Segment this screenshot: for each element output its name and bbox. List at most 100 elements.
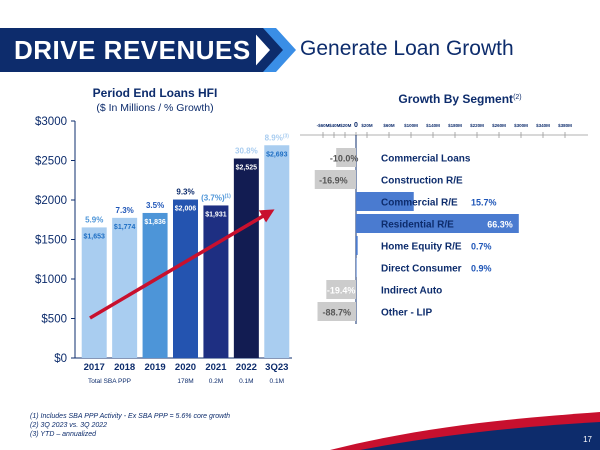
segment-label: Direct Consumer — [381, 264, 462, 275]
segment-pct-label: 66.3% — [487, 220, 513, 230]
bar-value-label: $1,836 — [144, 219, 166, 226]
segment-bar — [356, 192, 414, 211]
trend-arrow — [89, 209, 275, 320]
x-tick-label: -$40M — [328, 123, 341, 128]
segment-bar — [336, 148, 356, 167]
segment-bar — [314, 170, 356, 189]
growth-label-sup: (1) — [225, 193, 231, 199]
y-tick-label: $3000 — [35, 116, 67, 128]
y-tick-label: $500 — [41, 314, 67, 326]
x-tick-label: $100M — [404, 123, 418, 128]
growth-label: 3.5% — [146, 201, 164, 210]
x-tick-label: 0 — [354, 122, 358, 129]
bar — [173, 199, 198, 358]
y-tick-label: $1500 — [35, 235, 67, 247]
x-tick-label: $260M — [492, 123, 506, 128]
segment-label: Other - LIP — [381, 308, 432, 319]
segment-pct-label: -88.7% — [322, 308, 351, 318]
x-tick-label: $220M — [470, 123, 484, 128]
growth-label: 8.9%(3) — [265, 133, 290, 142]
growth-label: 30.8% — [235, 147, 258, 156]
x-tick-label: -$20M — [339, 123, 352, 128]
chevron-dark — [250, 28, 288, 72]
footer-swoosh-navy — [360, 422, 600, 450]
left-chart-title: Period End Loans HFI — [93, 86, 218, 100]
x-tick-label: 2017 — [84, 362, 105, 373]
page-number: 17 — [583, 435, 592, 444]
left-chart-subtitle: ($ In Millions / % Growth) — [96, 102, 213, 114]
sba-ppp-label: Total SBA PPP — [88, 378, 131, 385]
segment-pct-label: -10.0% — [330, 154, 359, 164]
segment-pct-label: -16.9% — [319, 176, 348, 186]
right-chart-title-main: Growth By Segment — [398, 92, 513, 106]
bar — [112, 217, 138, 358]
segment-pct-label: 15.7% — [471, 198, 497, 208]
segment-bar — [326, 280, 356, 299]
bar-value-label: $2,693 — [266, 151, 288, 158]
footnote-3: (3) YTD – annualized — [30, 431, 97, 438]
segment-bar — [317, 302, 356, 321]
footnote-2: (2) 3Q 2023 vs. 3Q 2022 — [30, 422, 108, 429]
bar — [203, 205, 229, 358]
x-tick-label: 2020 — [175, 362, 196, 373]
x-tick-label: $340M — [536, 123, 550, 128]
segment-label: Commercial Loans — [381, 154, 471, 165]
segment-label: Commercial R/E — [381, 198, 458, 209]
footnote-1: (1) Includes SBA PPP Activity - Ex SBA P… — [30, 413, 231, 420]
bar — [264, 145, 290, 358]
growth-label: 7.3% — [116, 206, 134, 215]
banner-title: DRIVE REVENUES — [14, 35, 251, 65]
sba-ppp-value: 0.1M — [239, 378, 253, 385]
y-tick-label: $2000 — [35, 195, 67, 207]
sba-ppp-row: Total SBA PPP 178M 0.2M 0.1M 0.1M — [88, 378, 284, 385]
segment-label: Indirect Auto — [381, 286, 442, 297]
x-tick-label: $20M — [361, 123, 373, 128]
segment-bar — [356, 236, 358, 255]
segment-bar — [356, 214, 519, 233]
right-chart-title: Growth By Segment(2) — [398, 92, 521, 106]
growth-label: 5.9% — [85, 215, 103, 224]
y-tick-label: $0 — [54, 353, 67, 365]
segment-label: Construction R/E — [381, 176, 463, 187]
sba-ppp-value: 0.2M — [209, 378, 223, 385]
segment-pct-label: 0.9% — [471, 264, 492, 274]
y-tick-label: $1000 — [35, 274, 67, 286]
bar — [233, 158, 259, 358]
x-tick-label: $180M — [448, 123, 462, 128]
sba-ppp-value: 178M — [177, 378, 193, 385]
growth-label: 9.3% — [176, 188, 194, 197]
segment-growth-chart: -$60M-$40M-$20M 0 $20M $60M $100M $140M $180M $… — [300, 122, 588, 324]
x-tick-label: 2022 — [236, 362, 257, 373]
right-chart-title-sup: (2) — [513, 94, 522, 101]
x-tick-label: $60M — [383, 123, 395, 128]
x-tick-label: 2019 — [145, 362, 166, 373]
chevron-blue — [263, 28, 296, 72]
loans-bar-chart: $0 $500 $1000 $1500 $2000 $2500 $3000 $1,653 5.9… — [35, 116, 292, 373]
segment-pct-label: 0.7% — [471, 242, 492, 252]
segment-label: Home Equity R/E — [381, 242, 462, 253]
growth-label: (3.7%)(1) — [201, 193, 231, 202]
growth-label-sup: (3) — [283, 133, 289, 139]
x-tick-label: $140M — [426, 123, 440, 128]
bar-value-label: $1,774 — [114, 224, 136, 231]
segment-label: Residential R/E — [381, 220, 454, 231]
segment-bar — [356, 258, 357, 277]
x-tick-label: -$60M — [317, 123, 330, 128]
header-banner — [0, 28, 256, 72]
x-tick-label: 2021 — [205, 362, 227, 373]
bar-value-label: $2,525 — [236, 165, 258, 172]
x-tick-label: 2018 — [114, 362, 135, 373]
x-tick-label: 3Q23 — [265, 362, 288, 373]
y-tick-label: $2500 — [35, 156, 67, 168]
x-tick-label: $300M — [514, 123, 528, 128]
bar — [81, 227, 107, 358]
bar-value-label: $2,006 — [175, 206, 197, 213]
x-tick-label: $380M — [558, 123, 572, 128]
bar-value-label: $1,653 — [84, 233, 106, 240]
page-subtitle: Generate Loan Growth — [300, 37, 514, 60]
segment-pct-label: -19.4% — [327, 286, 356, 296]
banner-chevrons — [250, 28, 296, 72]
sba-ppp-value: 0.1M — [270, 378, 284, 385]
